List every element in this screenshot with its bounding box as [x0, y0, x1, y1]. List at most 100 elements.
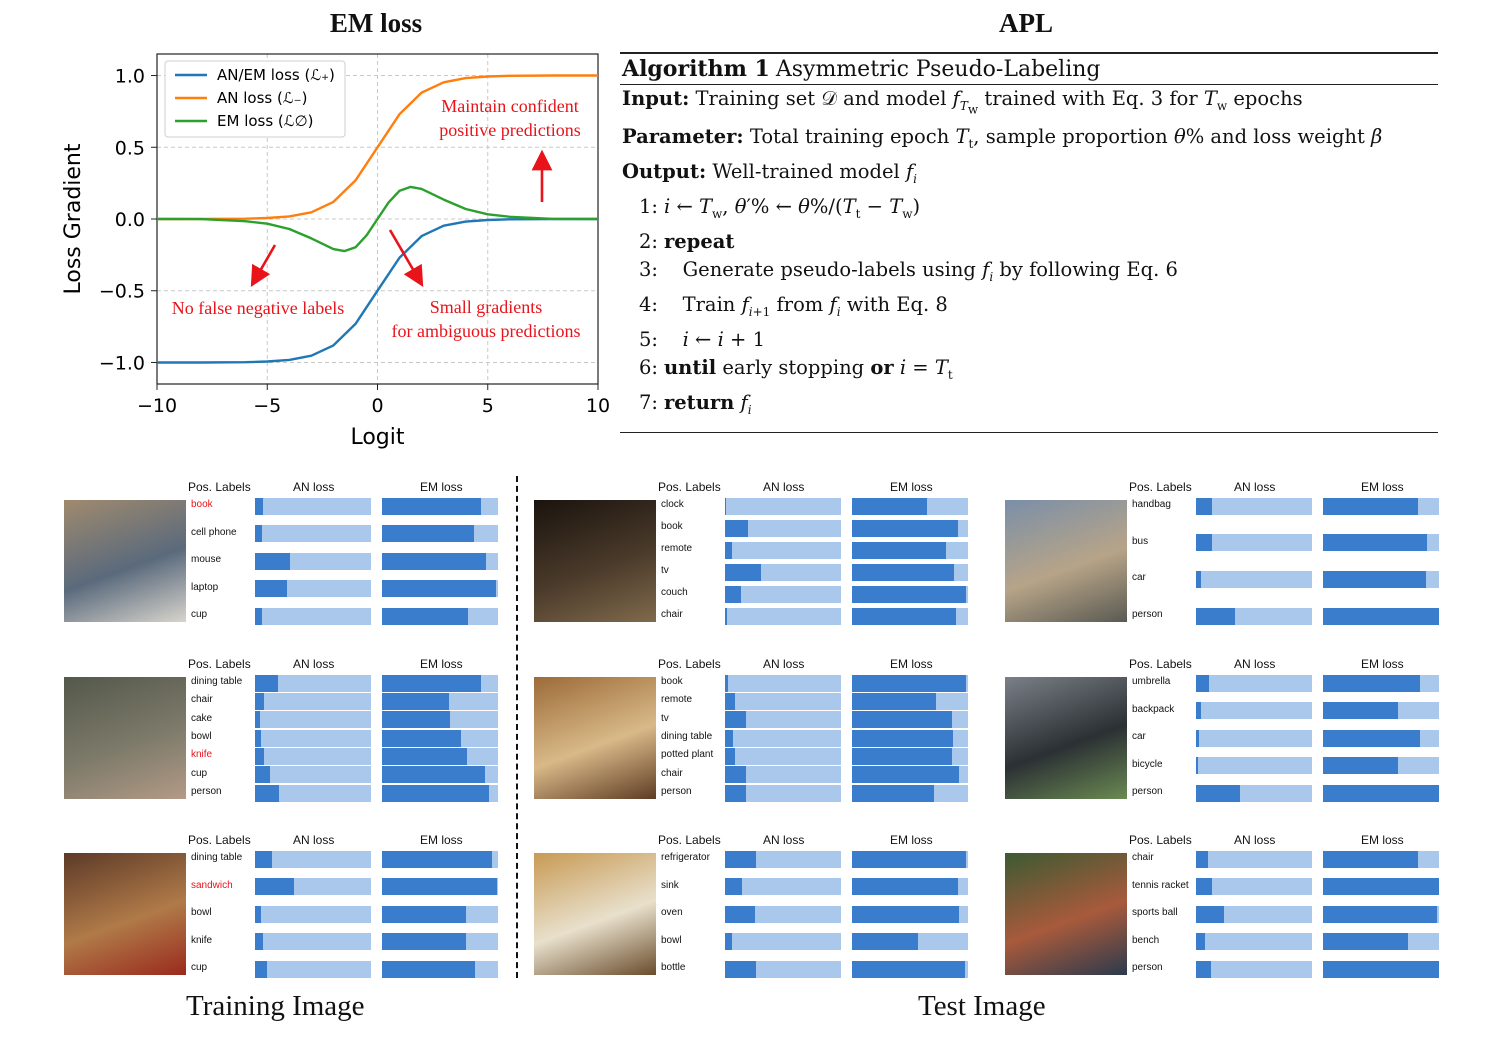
an-loss-bar-fill — [1196, 674, 1209, 692]
em-loss-bar — [382, 784, 498, 802]
em-loss-bar-fill — [852, 766, 959, 784]
em-loss-bar — [1323, 960, 1439, 978]
annotation-small-gradients-1: Small gradients — [430, 297, 542, 317]
positive-label: remote — [661, 694, 693, 706]
an-loss-bar — [725, 519, 841, 537]
pos-labels-header: Pos. Labels — [658, 480, 721, 494]
em-loss-bar — [852, 497, 968, 515]
an-loss-bar-fill — [725, 905, 756, 923]
positive-label: knife — [191, 934, 213, 946]
em-loss-bar — [852, 784, 968, 802]
em-loss-bar-fill — [852, 541, 946, 559]
an-loss-bar — [255, 784, 371, 802]
an-loss-bar — [1196, 933, 1312, 950]
em-loss-bar-fill — [852, 878, 958, 895]
pos-labels-header: Pos. Labels — [1129, 657, 1192, 671]
an-loss-bar — [1196, 534, 1312, 552]
em-loss-header: EM loss — [890, 657, 933, 671]
em-loss-bar — [1323, 702, 1439, 719]
em-loss-bar — [382, 933, 498, 950]
an-loss-bar — [725, 850, 841, 868]
an-loss-bar — [1196, 784, 1312, 802]
an-loss-bar — [255, 552, 371, 570]
an-loss-bar — [725, 905, 841, 923]
em-loss-bar — [852, 519, 968, 537]
em-loss-bar — [382, 766, 498, 784]
an-loss-bar-fill — [255, 960, 267, 978]
positive-label: bowl — [191, 907, 212, 918]
em-loss-bar-fill — [1323, 497, 1419, 515]
em-loss-bar — [382, 878, 498, 895]
em-loss-bar — [1323, 878, 1439, 895]
series-line-1 — [157, 74, 598, 221]
an-loss-bar-fill — [725, 497, 727, 515]
em-loss-bar — [382, 497, 498, 515]
em-loss-bar-fill — [852, 519, 958, 537]
em-loss-bar-fill — [382, 525, 474, 542]
an-loss-bar-fill — [725, 674, 729, 692]
positive-label: book — [661, 521, 683, 532]
an-loss-bar-fill — [725, 563, 761, 581]
series-line-2 — [156, 185, 599, 253]
positive-label: clock — [661, 499, 684, 510]
em-loss-bar — [852, 766, 968, 784]
positive-label: book — [191, 499, 213, 510]
positive-label: bus — [1132, 535, 1149, 547]
an-loss-bar-fill — [255, 905, 261, 923]
prediction-panel: Pos. Labels AN loss EM loss handbag bus car pe… — [1005, 480, 1445, 630]
em-loss-bar — [382, 525, 498, 542]
positive-label: refrigerator — [661, 852, 710, 863]
positive-label: potted plant — [661, 749, 714, 761]
em-loss-bar — [1323, 570, 1439, 588]
an-loss-header: AN loss — [293, 833, 335, 847]
an-loss-bar-fill — [725, 692, 736, 710]
prediction-panel: Pos. Labels AN loss EM loss umbrella backpac… — [1005, 657, 1445, 807]
positive-label: person — [1132, 786, 1163, 797]
em-loss-bar-fill — [1323, 933, 1408, 950]
positive-label: mouse — [191, 554, 222, 565]
an-loss-header: AN loss — [1234, 480, 1276, 494]
em-loss-header: EM loss — [1361, 657, 1404, 671]
em-loss-bar — [382, 960, 498, 978]
x-tick-label: 5 — [482, 395, 494, 417]
em-loss-bar — [852, 692, 968, 710]
em-loss-header: EM loss — [420, 833, 463, 847]
em-loss-bar — [852, 933, 968, 950]
an-loss-bar — [255, 766, 371, 784]
em-loss-bar — [382, 747, 498, 765]
training-image-caption: Training Image — [186, 990, 365, 1022]
an-loss-bar — [1196, 570, 1312, 588]
positive-label: cup — [191, 609, 208, 620]
em-loss-bar — [852, 905, 968, 923]
photo-thumbnail — [534, 853, 656, 975]
positive-label: cell phone — [191, 526, 237, 538]
positive-label: tv — [661, 565, 669, 576]
positive-label: bench — [1132, 934, 1160, 946]
em-loss-bar-fill — [382, 960, 475, 978]
an-loss-bar-fill — [1196, 729, 1200, 747]
algorithm-step-1: 1: i ← Tw, θ′% ← θ%/(Tt − Tw) — [639, 195, 921, 221]
an-loss-bar — [255, 850, 371, 868]
em-loss-bar-fill — [1323, 878, 1439, 895]
prediction-panel: Pos. Labels AN loss EM loss clock book remote… — [534, 480, 974, 630]
annotation-small-gradients-2: for ambiguous predictions — [392, 321, 581, 341]
an-loss-bar-fill — [1196, 757, 1199, 774]
an-loss-bar-fill — [1196, 497, 1213, 515]
em-loss-bar — [1323, 607, 1439, 625]
an-loss-bar — [1196, 607, 1312, 625]
arrow-down-left — [250, 244, 277, 288]
an-loss-bar — [255, 692, 371, 710]
arrow-down-right — [388, 229, 424, 287]
algorithm-step-4: 4: Train fi+1 from fi with Eq. 8 — [639, 292, 948, 319]
an-loss-bar — [1196, 960, 1312, 978]
em-loss-bar — [852, 711, 968, 729]
prediction-panel: Pos. Labels AN loss EM loss dining table san… — [64, 833, 504, 983]
em-loss-bar — [382, 692, 498, 710]
an-loss-bar-fill — [255, 674, 279, 692]
y-tick-label: −1.0 — [99, 352, 145, 374]
an-loss-bar-fill — [255, 933, 264, 950]
em-loss-bar-fill — [382, 766, 486, 784]
em-loss-bar — [1323, 757, 1439, 774]
an-loss-bar — [255, 525, 371, 542]
an-loss-bar-fill — [725, 933, 732, 950]
